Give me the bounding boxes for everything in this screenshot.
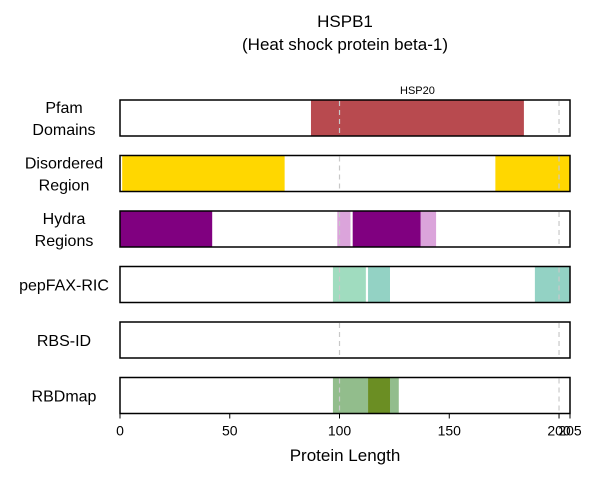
x-tick-label-5: 205 <box>558 423 582 439</box>
x-tick-label-3: 150 <box>438 423 462 439</box>
track-3: pepFAX-RIC <box>19 265 571 304</box>
track-2: Hydra Regions <box>35 210 571 250</box>
segment-5-2 <box>390 377 399 414</box>
x-axis-label: Protein Length <box>290 446 401 465</box>
segment-2-2 <box>352 211 421 247</box>
track-border <box>119 321 571 359</box>
track-border <box>119 99 571 137</box>
x-tick-label-4: 200 <box>547 423 571 439</box>
segment-5-1 <box>368 377 390 414</box>
x-tick-label-1: 50 <box>222 423 238 439</box>
track-label-3-0: pepFAX-RIC <box>19 278 109 295</box>
track-label-5-0: RBDmap <box>32 389 97 406</box>
segment-5-0 <box>332 377 369 414</box>
segment-2-0 <box>120 211 213 247</box>
segment-3-1 <box>368 266 390 303</box>
segment-2-1 <box>337 211 351 247</box>
x-tick-label-0: 0 <box>116 423 124 439</box>
track-background <box>120 322 570 358</box>
track-label-2-0: Hydra <box>43 211 86 228</box>
segment-3-2 <box>534 266 570 303</box>
track-label-2-1: Regions <box>35 233 94 250</box>
track-border <box>119 376 571 415</box>
chart-subtitle: (Heat shock protein beta-1) <box>242 35 448 54</box>
track-border <box>119 265 571 304</box>
track-5: RBDmap <box>32 376 571 415</box>
track-border <box>119 154 571 193</box>
segment-1-1 <box>495 155 570 192</box>
segment-3-0 <box>332 266 366 303</box>
track-label-0-0: Pfam <box>45 100 82 117</box>
chart-title: HSPB1 <box>317 12 373 31</box>
track-0: Pfam Domains HSP20 <box>32 85 571 139</box>
track-4: RBS-ID <box>37 321 571 359</box>
segment-0-0 <box>310 100 524 136</box>
tracks-layer: Pfam Domains HSP20 Disordered Region Hydra Reg… <box>19 85 571 415</box>
segment-2-3 <box>420 211 437 247</box>
track-label-0-1: Domains <box>32 122 95 139</box>
segment-1-0 <box>122 155 285 192</box>
track-label-1-1: Region <box>39 178 90 195</box>
x-tick-label-2: 100 <box>328 423 352 439</box>
track-label-1-0: Disordered <box>25 156 103 173</box>
reference-lines <box>338 101 560 413</box>
track-1: Disordered Region <box>25 154 571 195</box>
track-border <box>119 210 571 248</box>
track-label-4-0: RBS-ID <box>37 333 91 350</box>
segment-label-0-0: HSP20 <box>400 85 435 97</box>
